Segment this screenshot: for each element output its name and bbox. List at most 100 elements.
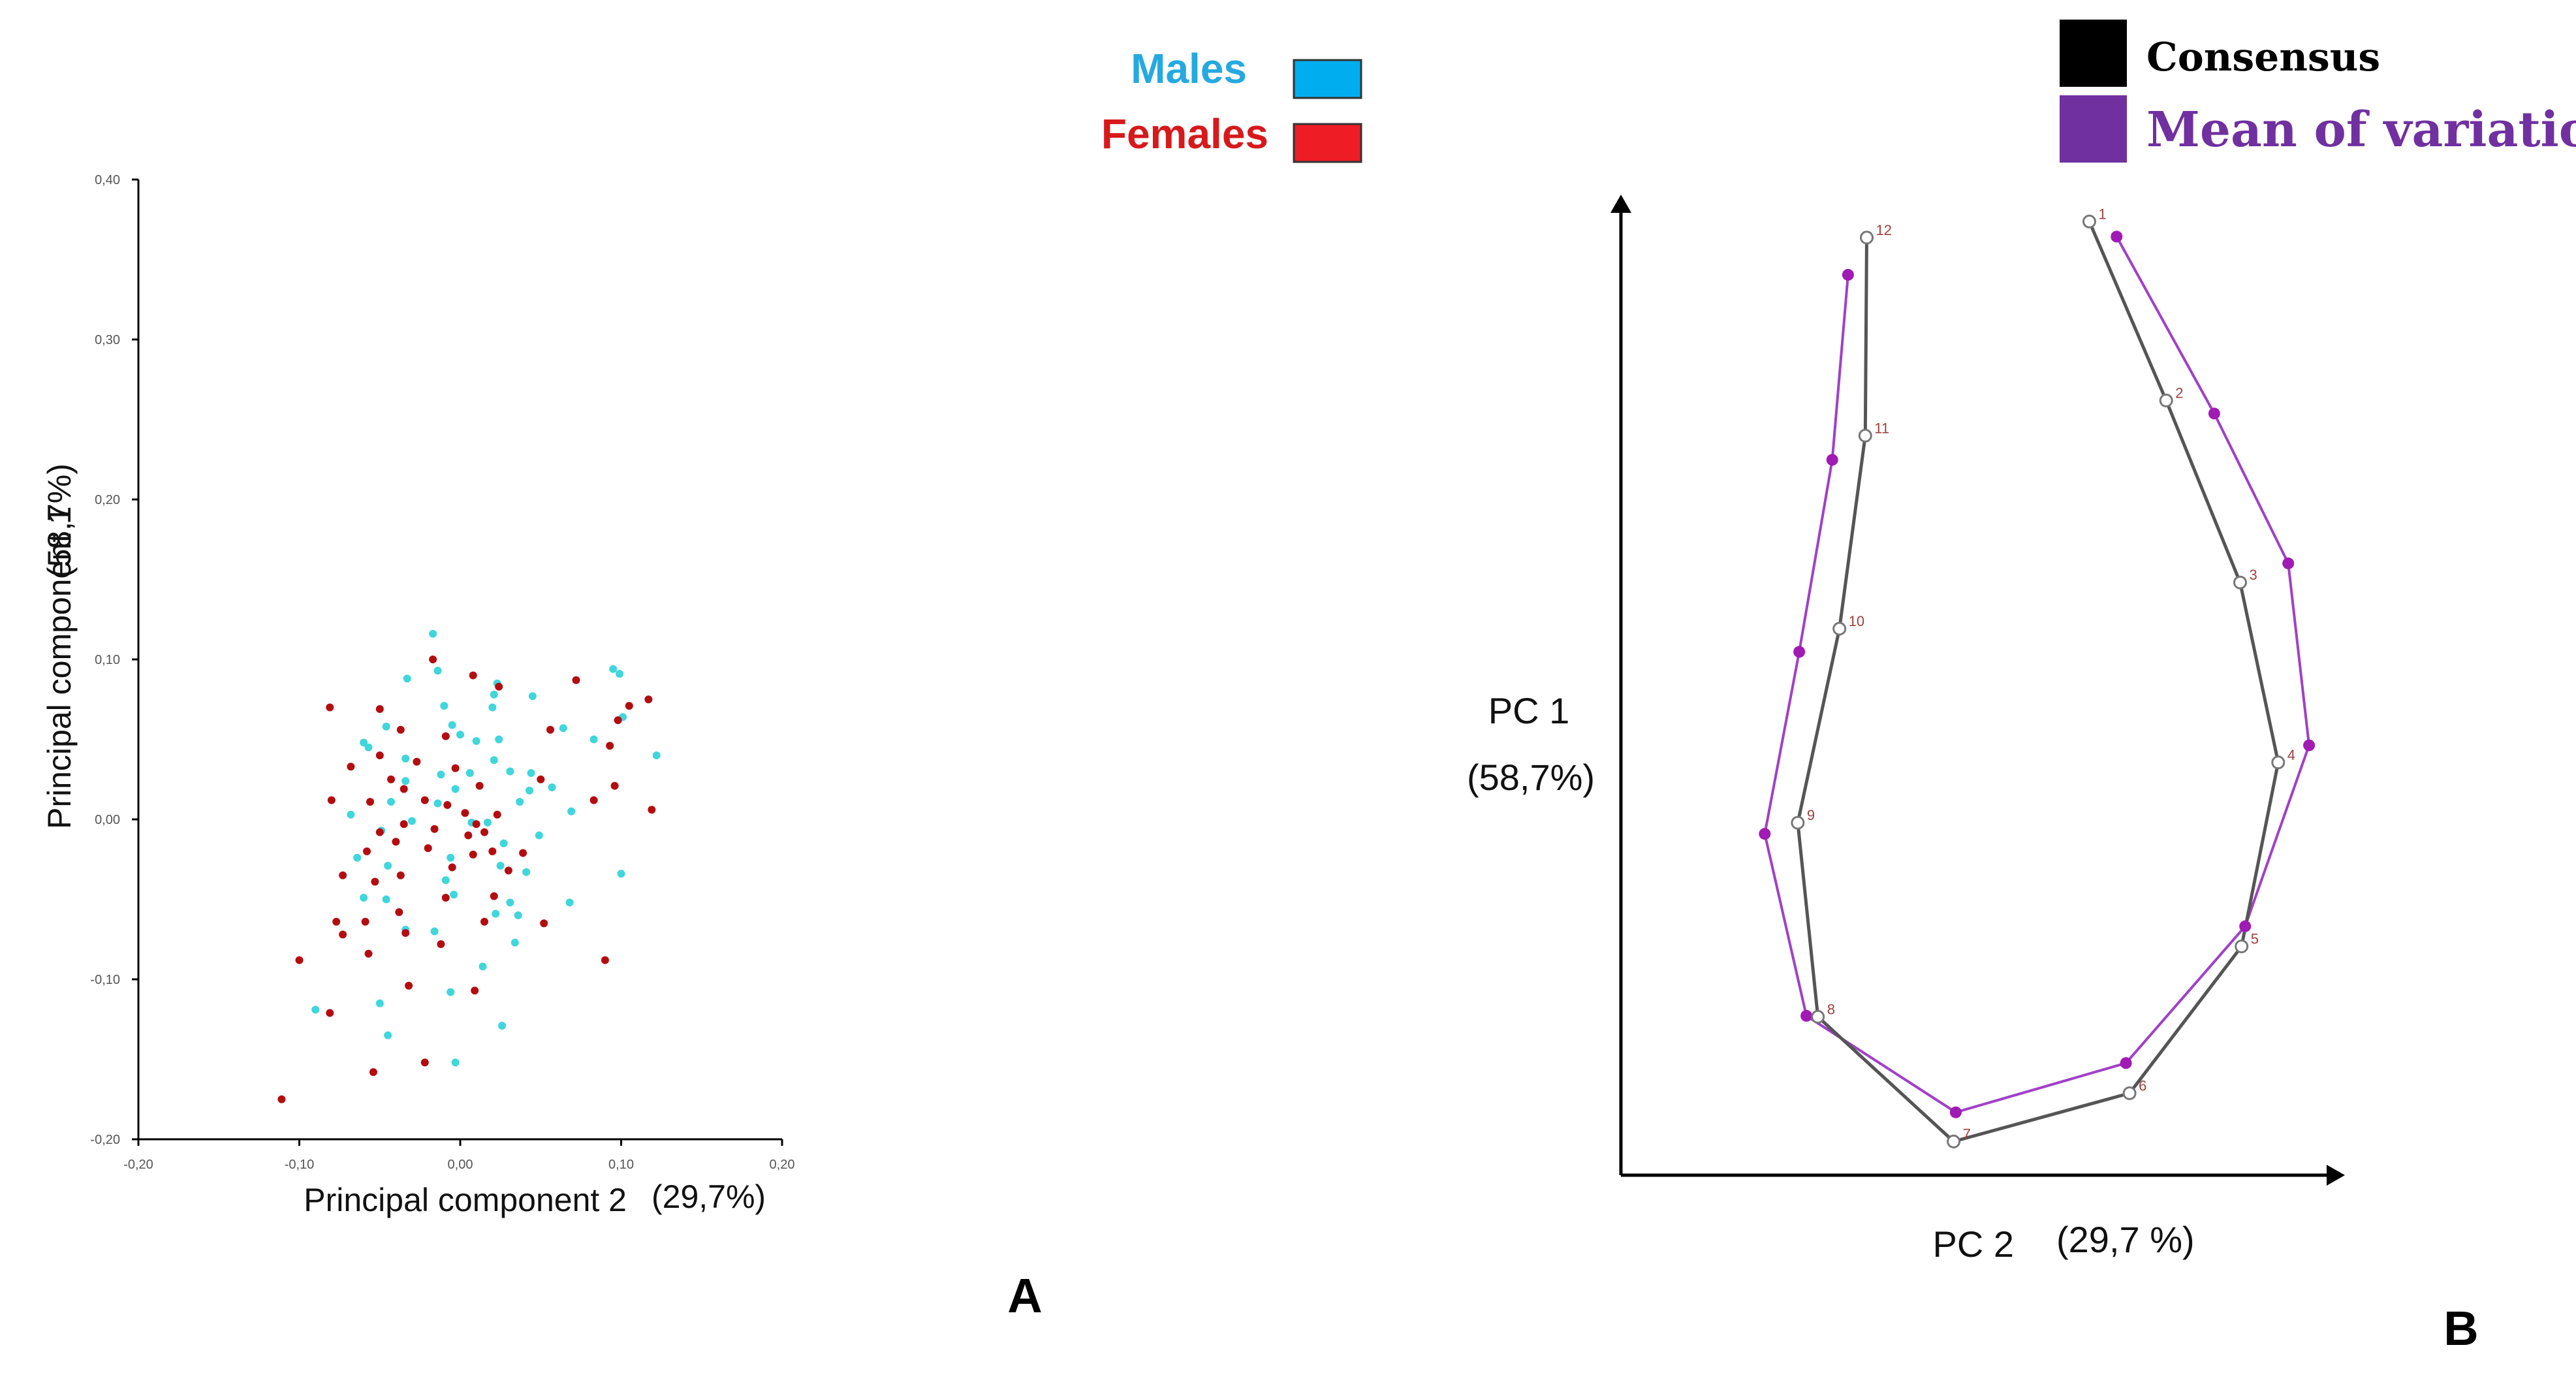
female-point bbox=[332, 917, 341, 926]
male-point bbox=[616, 670, 623, 678]
male-point bbox=[360, 738, 368, 747]
male-point bbox=[447, 988, 455, 996]
male-point bbox=[382, 895, 390, 904]
male-point bbox=[451, 785, 460, 793]
sex-legend: Males Females bbox=[1101, 45, 1362, 163]
legend-variation-label: Mean of variation bbox=[2146, 102, 2576, 158]
male-point bbox=[565, 898, 574, 907]
panel-a-scatter: -0,20 -0,10 0,00 0,10 0,20 -0,20 -0,10 0,00 0,1… bbox=[41, 173, 794, 1218]
variation-landmark-point bbox=[1826, 454, 1838, 466]
landmark-number-label: 6 bbox=[2139, 1078, 2146, 1094]
consensus-landmark-point bbox=[1860, 230, 1874, 245]
male-point bbox=[387, 798, 395, 806]
female-point bbox=[396, 725, 405, 734]
panel-a-y-tick-label: 0,30 bbox=[95, 333, 120, 347]
panel-b-y-axis-percent: (58,7%) bbox=[1467, 757, 1595, 798]
consensus-landmark-point bbox=[1858, 428, 1872, 443]
panel-a-y-axis-percent: (58,7%) bbox=[41, 464, 78, 578]
male-point bbox=[498, 1022, 507, 1030]
male-point bbox=[448, 721, 456, 729]
female-point bbox=[504, 866, 512, 875]
variation-landmark-point bbox=[1759, 828, 1771, 840]
variation-landmark-point bbox=[2239, 920, 2252, 932]
variation-outline bbox=[1763, 236, 2311, 1114]
male-point bbox=[375, 999, 384, 1007]
male-point bbox=[360, 894, 368, 902]
male-point bbox=[495, 735, 503, 744]
male-point bbox=[488, 703, 497, 712]
male-point bbox=[433, 799, 442, 808]
male-point bbox=[384, 862, 392, 870]
female-point bbox=[277, 1095, 286, 1103]
consensus-landmark-point bbox=[2235, 939, 2249, 954]
female-point bbox=[451, 764, 460, 772]
consensus-landmark-point bbox=[1811, 1009, 1825, 1024]
male-point bbox=[548, 783, 556, 791]
female-point bbox=[375, 705, 384, 713]
panel-b-x-axis-label: PC 2 bbox=[1933, 1223, 2015, 1265]
consensus-landmark-point bbox=[2271, 755, 2285, 770]
female-point bbox=[601, 956, 609, 964]
male-point bbox=[589, 735, 598, 744]
female-point bbox=[326, 1009, 334, 1017]
legend-females-label: Females bbox=[1101, 110, 1268, 157]
panel-b-axes bbox=[1610, 195, 2345, 1186]
male-point bbox=[499, 839, 508, 847]
female-point bbox=[361, 917, 369, 926]
female-point bbox=[363, 847, 371, 855]
male-point bbox=[490, 690, 498, 699]
female-point bbox=[464, 831, 473, 840]
female-point bbox=[339, 871, 347, 879]
panel-a-y-tick-label: -0,10 bbox=[90, 973, 120, 987]
panel-a-y-tick-label: 0,10 bbox=[95, 653, 120, 667]
consensus-landmark-point bbox=[1791, 815, 1805, 830]
panel-a-y-ticks: -0,20 -0,10 0,00 0,10 0,20 0,30 0,40 bbox=[90, 173, 138, 1147]
female-point bbox=[610, 781, 619, 790]
panel-b-y-axis-label: PC 1 bbox=[1488, 690, 1570, 731]
female-point bbox=[448, 863, 456, 872]
male-point bbox=[609, 665, 618, 673]
male-point bbox=[472, 737, 480, 745]
male-point bbox=[526, 786, 533, 795]
panel-b-x-axis-percent: (29,7 %) bbox=[2056, 1219, 2195, 1260]
male-point bbox=[506, 767, 514, 776]
consensus-landmark-point bbox=[1832, 622, 1847, 636]
variation-landmark-point bbox=[2120, 1057, 2132, 1069]
male-point bbox=[429, 629, 437, 638]
legend-males-label: Males bbox=[1131, 45, 1247, 92]
landmark-number-label: 8 bbox=[1827, 1001, 1835, 1017]
panel-a-x-tick-label: -0,20 bbox=[123, 1158, 153, 1172]
female-point bbox=[326, 703, 334, 712]
panel-a-x-tick-label: 0,20 bbox=[770, 1158, 795, 1172]
panel-a-x-tick-label: 0,00 bbox=[448, 1158, 473, 1172]
male-point bbox=[353, 853, 362, 862]
male-point bbox=[450, 891, 458, 899]
male-point bbox=[433, 667, 442, 675]
female-point bbox=[369, 1068, 377, 1077]
female-point bbox=[387, 775, 395, 783]
male-point bbox=[492, 909, 500, 918]
male-point bbox=[514, 911, 522, 919]
female-point bbox=[375, 828, 384, 836]
female-point bbox=[392, 838, 400, 846]
female-point bbox=[488, 847, 497, 855]
female-point bbox=[461, 809, 469, 817]
female-point bbox=[441, 894, 450, 902]
female-point bbox=[472, 820, 480, 829]
female-point bbox=[469, 671, 477, 680]
variation-landmark-point bbox=[1842, 268, 1854, 281]
male-point bbox=[447, 853, 455, 862]
panel-a-x-axis-percent: (29,7%) bbox=[652, 1178, 766, 1215]
male-point bbox=[456, 731, 464, 739]
male-point bbox=[382, 722, 390, 731]
female-point bbox=[589, 796, 598, 804]
female-point bbox=[480, 917, 488, 926]
panel-a-x-tick-label: -0,10 bbox=[285, 1158, 315, 1172]
shape-legend: Consensus Mean of variation bbox=[2060, 20, 2576, 163]
landmark-number-label: 2 bbox=[2175, 385, 2183, 401]
variation-landmark-point bbox=[2282, 557, 2295, 569]
panel-a-y-tick-label: 0,40 bbox=[95, 173, 120, 187]
female-point bbox=[405, 981, 413, 990]
male-point bbox=[559, 724, 567, 733]
